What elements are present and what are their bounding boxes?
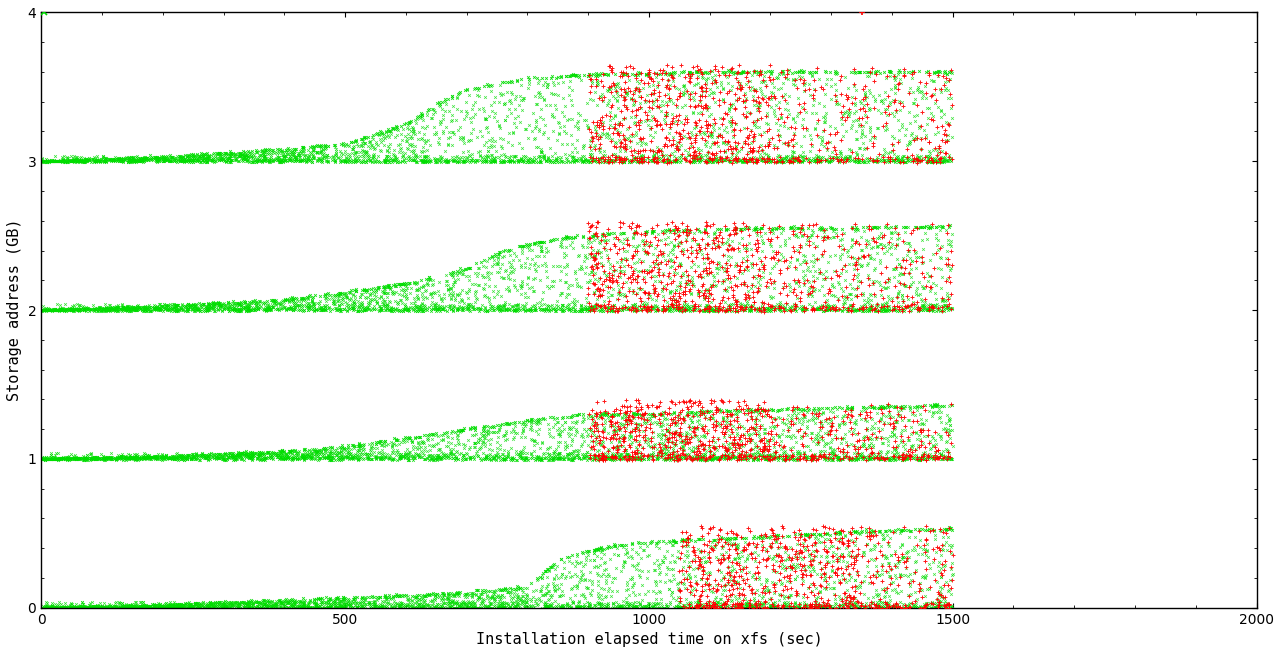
Y-axis label: Storage address (GB): Storage address (GB) — [6, 219, 22, 402]
X-axis label: Installation elapsed time on xfs (sec): Installation elapsed time on xfs (sec) — [475, 632, 822, 647]
